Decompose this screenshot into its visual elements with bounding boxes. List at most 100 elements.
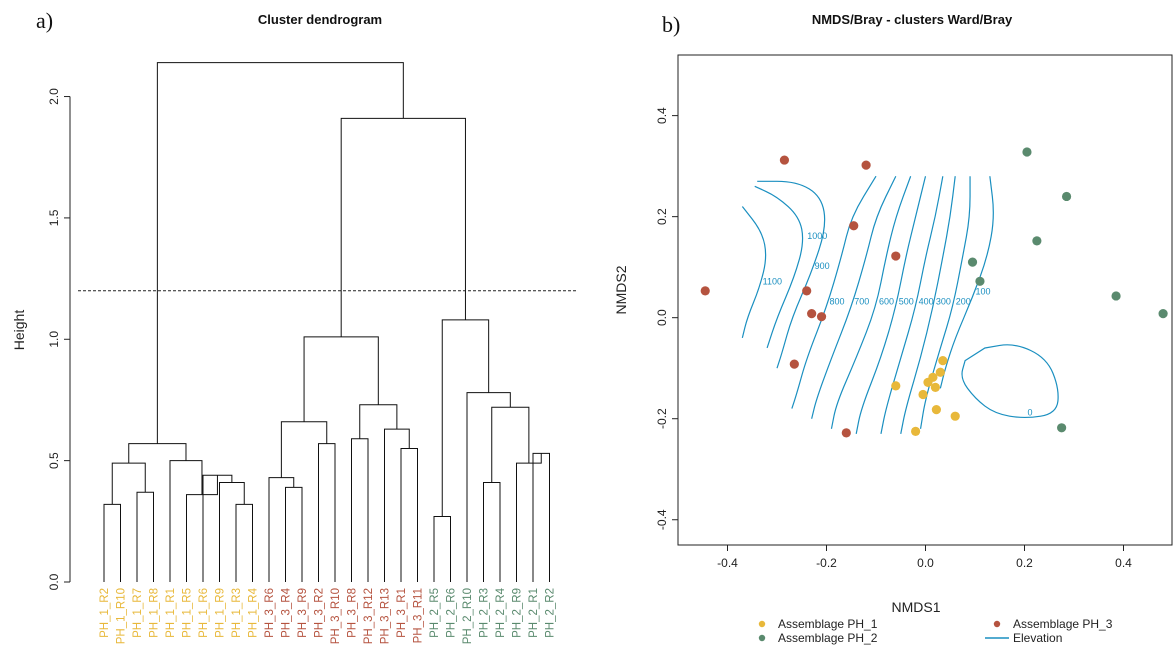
dendrogram-branch — [219, 481, 245, 582]
dendrogram-branch — [516, 453, 542, 582]
scatter-point — [938, 356, 948, 366]
scatter-point — [950, 411, 960, 421]
leaf-label: PH_1_R3 — [231, 588, 243, 638]
leaf-label: PH_1_R4 — [248, 587, 260, 637]
dendrogram-branch — [483, 481, 501, 582]
dendrogram-panel: a) Cluster dendrogram Height 0.0 0.5 1.0 1.… — [11, 8, 578, 644]
x-tick-label: 0.2 — [1016, 556, 1033, 570]
contour-line — [754, 185, 804, 349]
dendrogram-branch — [285, 486, 303, 582]
leaf-label: PH_2_R10 — [462, 588, 474, 644]
leaf-label: PH_2_R1 — [528, 588, 540, 638]
leaf-label: PH_1_R2 — [99, 588, 111, 638]
leaf-label: PH_1_R10 — [116, 588, 128, 644]
leaf-label: PH_3_R12 — [363, 588, 375, 644]
scatter-point — [967, 257, 978, 267]
nmds-y-label: NMDS2 — [613, 265, 629, 314]
scatter-point — [1057, 423, 1067, 433]
dendrogram-branch — [532, 452, 550, 582]
contour-label: 700 — [854, 297, 869, 307]
legend-label: Elevation — [1013, 631, 1062, 645]
contour-label: 100 — [976, 286, 991, 296]
nmds-points — [700, 147, 1168, 438]
y-tick-label: 0.2 — [655, 208, 669, 225]
scatter-point — [975, 276, 985, 286]
contour-line — [741, 206, 767, 339]
leaf-label: PH_2_R5 — [429, 588, 441, 638]
leaf-label: PH_2_R4 — [495, 587, 507, 637]
nmds-legend: Assemblage PH_1 Assemblage PH_3 Assemblage… — [758, 617, 1113, 645]
legend-label: Assemblage PH_1 — [778, 617, 878, 631]
x-tick-label: 0.0 — [917, 556, 934, 570]
y-tick-label: 0.0 — [47, 573, 61, 590]
leaf-label: PH_1_R8 — [149, 588, 161, 638]
y-tick-label: 1.0 — [47, 331, 61, 348]
contour-line — [757, 180, 826, 369]
leaf-label: PH_3_R8 — [347, 588, 359, 638]
y-tick-label: -0.4 — [655, 509, 669, 530]
legend-label: Assemblage PH_2 — [778, 631, 878, 645]
x-tick-label: -0.2 — [816, 556, 837, 570]
scatter-point — [861, 160, 871, 170]
leaf-label: PH_3_R13 — [380, 588, 392, 644]
legend-marker — [993, 620, 1001, 628]
contour-line — [811, 175, 897, 419]
x-tick-label: 0.4 — [1115, 556, 1132, 570]
panel-label-a: a) — [36, 8, 53, 33]
scatter-point — [1111, 291, 1121, 301]
legend-label: Assemblage PH_3 — [1013, 617, 1113, 631]
dendrogram-title: Cluster dendrogram — [258, 12, 382, 27]
scatter-point — [931, 405, 941, 415]
scatter-point — [849, 221, 859, 231]
dendrogram-branch — [400, 448, 418, 582]
scatter-point — [928, 372, 938, 382]
leaf-label: PH_1_R5 — [182, 588, 194, 638]
leaf-label: PH_3_R2 — [314, 588, 326, 638]
dendrogram-branch — [268, 477, 295, 582]
contour-label: 200 — [956, 297, 971, 307]
scatter-point — [841, 428, 851, 438]
dendrogram-branch — [156, 62, 404, 444]
leaf-label: PH_3_R10 — [330, 588, 342, 644]
dendrogram-branch — [235, 503, 253, 582]
dendrogram-branches — [103, 62, 550, 582]
leaf-label: PH_2_R9 — [512, 588, 524, 638]
contour-label: 1000 — [807, 231, 827, 241]
contour-line — [830, 176, 912, 429]
dendrogram-branch — [384, 428, 410, 582]
y-tick-label: 0.4 — [655, 107, 669, 124]
leaf-label: PH_3_R6 — [264, 588, 276, 638]
dendrogram-branch — [351, 438, 369, 582]
legend-marker — [758, 634, 766, 642]
scatter-point — [1022, 147, 1032, 157]
dendrogram-branch — [280, 421, 328, 478]
scatter-point — [807, 309, 817, 319]
leaf-label: PH_2_R3 — [479, 588, 491, 638]
dendrogram-y-label: Height — [11, 310, 27, 351]
y-tick-label: 0.0 — [655, 309, 669, 326]
contour-label: 300 — [936, 297, 951, 307]
y-tick-label: 0.5 — [47, 452, 61, 469]
leaf-label: PH_3_R11 — [413, 588, 425, 643]
contour-label: 500 — [899, 297, 914, 307]
leaf-label: PH_1_R7 — [132, 588, 144, 638]
contour-label: 1100 — [763, 276, 782, 286]
contour-label: 400 — [919, 297, 934, 307]
nmds-panel: b) NMDS/Bray - clusters Ward/Bray -0.4 -0… — [613, 12, 1173, 645]
contour-line — [791, 175, 877, 409]
x-tick-label: -0.4 — [717, 556, 738, 570]
scatter-point — [1032, 236, 1042, 246]
contour-label: 900 — [815, 261, 830, 271]
y-tick-label: 2.0 — [47, 88, 61, 105]
contour-label: 600 — [879, 297, 894, 307]
contour-label: 0 — [1028, 408, 1033, 418]
leaf-label: PH_2_R2 — [545, 588, 557, 638]
contour-line — [939, 176, 994, 389]
dendrogram-branch — [433, 515, 451, 582]
contour-line — [900, 176, 956, 434]
scatter-point — [891, 251, 901, 261]
leaf-label: PH_1_R6 — [198, 588, 210, 638]
nmds-title: NMDS/Bray - clusters Ward/Bray — [812, 12, 1013, 27]
